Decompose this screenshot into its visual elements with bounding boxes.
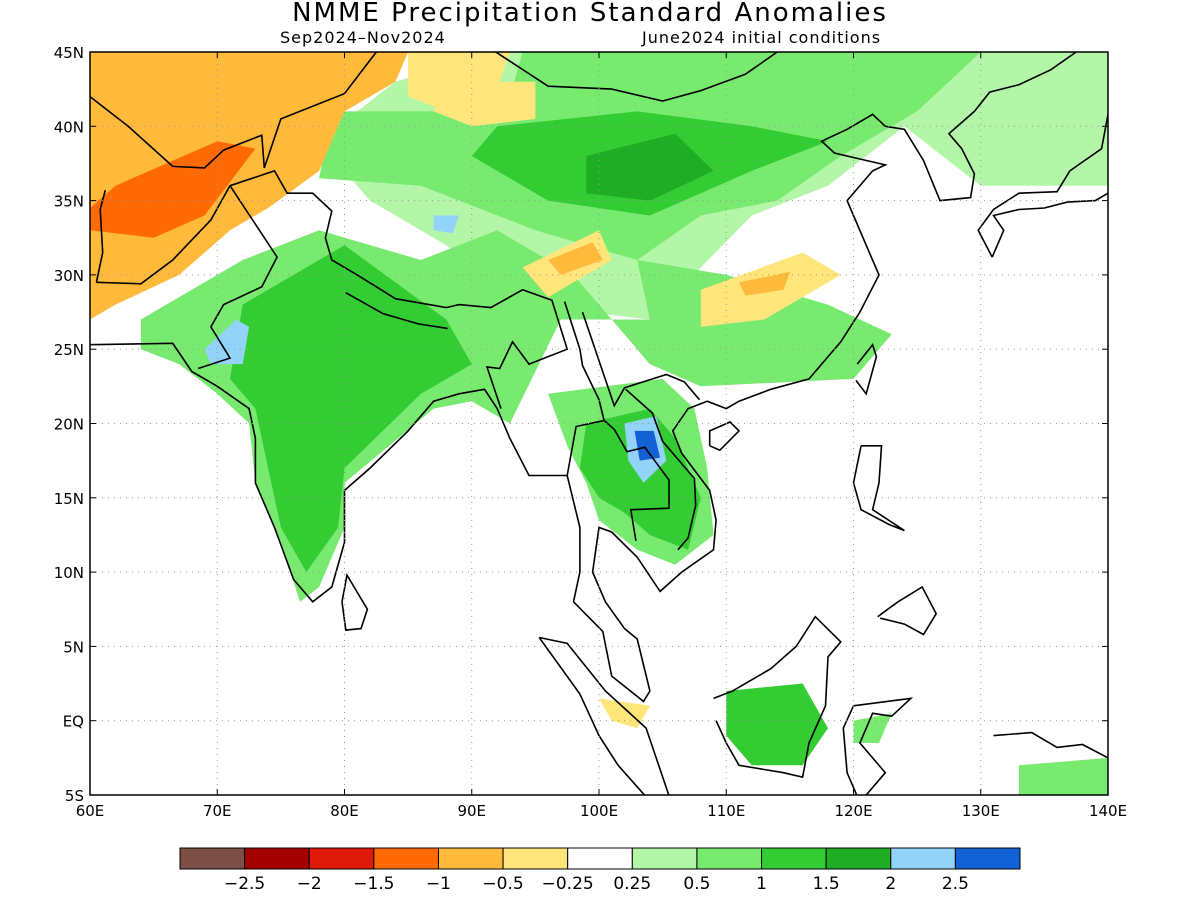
- border-nepal-south: [345, 292, 448, 330]
- colorbar-swatch: [761, 847, 827, 870]
- y-tick-label: 5N: [63, 638, 84, 656]
- border-central-asia: [90, 52, 377, 169]
- border-thai-laos-cambodia: [603, 419, 670, 542]
- wet-new-guinea-edge: [1018, 757, 1108, 795]
- hainan-coast: [708, 421, 741, 452]
- colorbar-label: −2.5: [224, 874, 265, 894]
- dry-mod-se-china: [739, 271, 790, 296]
- y-tick-label: 30N: [54, 267, 84, 285]
- colorbar-swatch: [437, 847, 504, 870]
- colorbar-swatch: [373, 847, 439, 870]
- wet-sulawesi: [853, 713, 892, 743]
- taiwan-coast: [855, 343, 878, 396]
- colorbar-label: 2: [885, 874, 896, 894]
- colorbar-swatch: [567, 847, 633, 870]
- border-india-pak: [197, 185, 279, 370]
- border-thai-myanmar: [563, 301, 606, 476]
- border-afghan-pak: [96, 169, 569, 409]
- mindanao-coast: [877, 585, 938, 636]
- colorbar-label: −1: [426, 874, 451, 894]
- dry-weak-gobi: [433, 81, 536, 127]
- colorbar-swatch: [954, 847, 1021, 870]
- colorbar-label: −1.5: [353, 874, 394, 894]
- colorbar-swatch: [696, 847, 763, 870]
- colorbar-label: −0.5: [482, 874, 523, 894]
- sumatra-coast: [538, 636, 670, 795]
- y-tick-label: 45N: [54, 44, 84, 62]
- x-tick-label: 100E: [580, 802, 618, 820]
- colorbar-label: 1.5: [813, 874, 840, 894]
- colorbar-swatch: [308, 847, 375, 870]
- axis-ticks: 60E 70E 80E 90E 100E 110E 120E 130E 140E 45N 40N 35…: [54, 44, 1127, 820]
- x-tick-label: 90E: [457, 802, 486, 820]
- x-tick-label: 80E: [330, 802, 359, 820]
- wet-lightblue-pakistan: [204, 319, 250, 365]
- border-indochina: [581, 311, 701, 408]
- x-tick-label: 110E: [707, 802, 745, 820]
- colorbar-label: 2.5: [942, 874, 969, 894]
- border-china-mongolia: [494, 52, 779, 102]
- colorbar-swatch: [890, 847, 956, 870]
- initial-conditions: June2024 initial conditions: [642, 28, 882, 47]
- y-tick-label: 5S: [65, 787, 84, 805]
- wet-strong-indochina: [579, 408, 701, 550]
- border-iran-afghan: [95, 189, 107, 283]
- wet-blue-laos: [634, 430, 661, 461]
- wet-strong-borneo: [726, 683, 828, 766]
- dry-strong-afghanistan: [90, 141, 256, 238]
- colorbar-label: −0.25: [542, 874, 594, 894]
- luzon-coast: [852, 444, 905, 532]
- new-guinea-coast: [993, 731, 1108, 759]
- x-tick-label: 60E: [76, 802, 105, 820]
- y-tick-label: 20N: [54, 416, 84, 434]
- x-tick-label: 140E: [1089, 802, 1127, 820]
- sri-lanka-coast: [341, 572, 369, 631]
- colorbar-swatch: [179, 847, 246, 870]
- x-tick-label: 70E: [203, 802, 232, 820]
- y-tick-label: 25N: [54, 341, 84, 359]
- y-tick-label: 10N: [54, 564, 84, 582]
- colorbar-swatch: [631, 847, 698, 870]
- colorbar-label: −2: [297, 874, 322, 894]
- colorbar-swatch: [244, 847, 310, 870]
- wet-vstrong-tibet: [586, 133, 714, 201]
- dry-mod-tibet-east: [548, 242, 603, 275]
- anomaly-field-layer: [90, 52, 1108, 795]
- wet-strong-india: [230, 245, 472, 573]
- y-tick-label: EQ: [63, 713, 84, 731]
- forecast-period: Sep2024–Nov2024: [280, 28, 446, 47]
- sulawesi-coast: [842, 697, 914, 795]
- x-tick-label: 130E: [962, 802, 1000, 820]
- colorbar-swatch: [825, 847, 892, 870]
- wet-lightblue-tibet: [433, 215, 459, 234]
- y-tick-label: 35N: [54, 193, 84, 211]
- colorbar-label: 1: [756, 874, 767, 894]
- japan-coast: [977, 113, 1108, 258]
- x-tick-label: 120E: [834, 802, 872, 820]
- dry-region-west: [90, 52, 409, 320]
- y-tick-label: 15N: [54, 490, 84, 508]
- colorbar-label: 0.5: [683, 874, 710, 894]
- colorbar-swatch: [502, 847, 569, 870]
- mainland-coast-west: [90, 52, 1077, 703]
- colorbar: −2.5 −2 −1.5 −1 −0.5 −0.25 0.25 0.5 1 1.5 2 2.5: [179, 847, 1021, 894]
- coastline-layer: [90, 52, 1108, 795]
- border-laos-vietnam: [625, 388, 697, 551]
- y-tick-label: 40N: [54, 118, 84, 136]
- colorbar-label: 0.25: [613, 874, 651, 894]
- map-title: NMME Precipitation Standard Anomalies: [292, 0, 888, 28]
- borneo-coast: [713, 615, 842, 779]
